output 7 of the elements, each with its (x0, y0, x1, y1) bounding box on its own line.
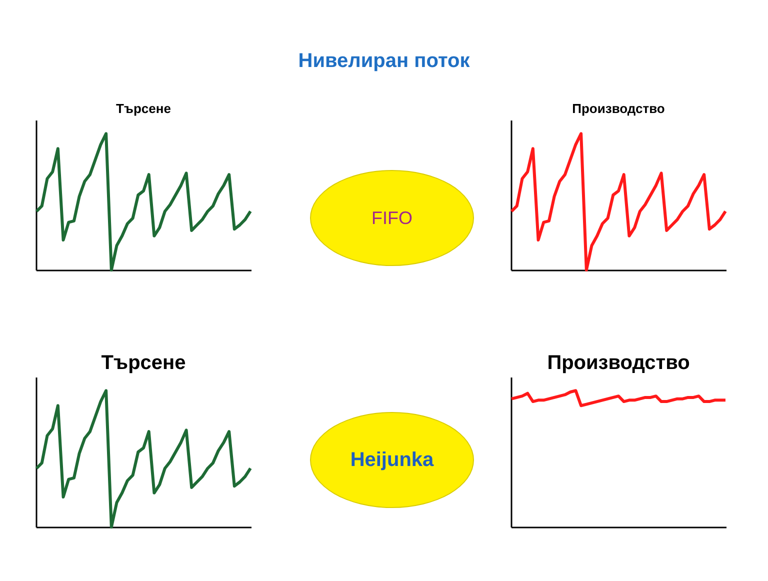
chart-title: Производство (572, 101, 665, 116)
ellipse: FIFO (310, 170, 474, 266)
chart-title: Търсене (116, 101, 171, 116)
chart-title: Търсене (101, 352, 186, 374)
text: Нивелиран поток (297, 50, 471, 73)
ellipse: Heijunka (310, 412, 474, 508)
chart-title: Производство (547, 352, 690, 374)
